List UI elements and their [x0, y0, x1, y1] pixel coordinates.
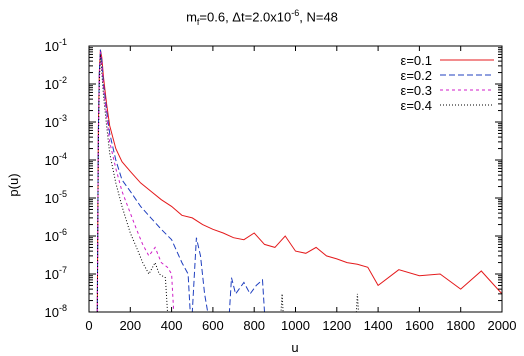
x-tick-label: 1000	[281, 318, 310, 333]
legend: ε=0.1ε=0.2ε=0.3ε=0.4	[401, 53, 494, 113]
x-tick-label: 1800	[446, 318, 475, 333]
legend-label-4: ε=0.4	[401, 98, 432, 113]
axes-group: 0 200 400 600 800 1000 1200 1400 1600 1800 2000 10-…	[45, 37, 517, 333]
legend-label-2: ε=0.2	[401, 68, 432, 83]
series-line-4	[96, 54, 359, 312]
y-tick-label: 10-7	[45, 265, 67, 282]
title-part-3: , N=48	[299, 9, 338, 25]
x-tick-label: 400	[161, 318, 183, 333]
series-line-2	[96, 49, 265, 312]
title-sup: -6	[291, 8, 300, 18]
x-tick-label: 800	[243, 318, 265, 333]
y-tick-label: 10-3	[45, 113, 67, 130]
x-tick-label: 1400	[364, 318, 393, 333]
x-tick-label: 1600	[405, 318, 434, 333]
x-tick-label: 2000	[488, 318, 517, 333]
y-tick-label: 10-6	[45, 227, 67, 244]
title-part-2: =0.6, Δt=2.0x10	[199, 9, 292, 25]
title-part-1: m	[186, 9, 197, 25]
series-line-1	[96, 49, 502, 312]
y-tick-label: 10-5	[45, 189, 67, 206]
y-tick-label: 10-8	[45, 303, 67, 320]
legend-label-1: ε=0.1	[401, 53, 432, 68]
legend-label-3: ε=0.3	[401, 83, 432, 98]
y-tick-label: 10-4	[45, 151, 67, 168]
x-tick-label: 0	[85, 318, 92, 333]
x-tick-label: 600	[202, 318, 224, 333]
chart-title: mf=0.6, Δt=2.0x10-6, N=48	[0, 8, 524, 27]
title-sub: f	[196, 16, 200, 27]
y-axis-label: p(u)	[6, 173, 21, 196]
series-group	[96, 49, 502, 312]
x-tick-label: 1200	[322, 318, 351, 333]
x-axis-label: u	[291, 340, 298, 355]
series-line-3	[96, 51, 175, 312]
x-tick-label: 200	[119, 318, 141, 333]
y-tick-label: 10-1	[45, 37, 67, 54]
y-tick-label: 10-2	[45, 75, 67, 92]
plot-frame	[88, 45, 503, 313]
